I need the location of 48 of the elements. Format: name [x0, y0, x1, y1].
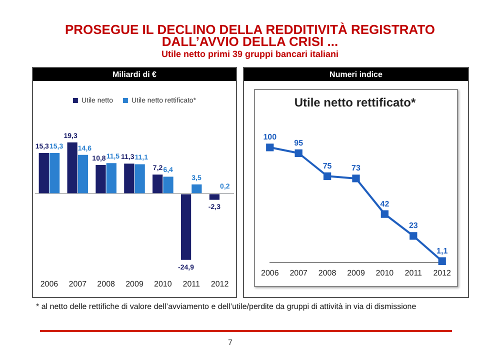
text: Miliardi di € [33, 68, 236, 81]
x-tick-label: 2012 [433, 268, 452, 278]
point [294, 149, 302, 157]
data-label: 1,1 [436, 246, 448, 256]
bar [38, 153, 49, 194]
text: 7 [228, 338, 232, 347]
point [323, 172, 332, 180]
point [352, 174, 360, 182]
x-tick-label: 2010 [154, 279, 172, 288]
x-tick-label: 2008 [97, 279, 116, 288]
bar [209, 194, 220, 200]
bar [106, 163, 116, 194]
data-label: 23 [408, 221, 418, 230]
chart-title: PROSEGUE IL DECLINO DELLA REDDITIVITÀ REGISTRATO DALL’AVVIO DELLA CRISI ... [64, 22, 436, 49]
x-tick-label: 2006 [40, 279, 59, 288]
bar [67, 142, 78, 194]
bar [96, 165, 106, 194]
point [380, 210, 389, 218]
text: Numeri indice [244, 68, 468, 81]
chart-subtitle: Utile netto primi 39 gruppi bancari italiani [160, 49, 340, 59]
x-tick-label: 2007 [68, 279, 88, 288]
point [266, 144, 274, 152]
x-tick-label: 2007 [290, 268, 308, 278]
x-tick-label: 2011 [404, 268, 423, 278]
point [410, 232, 418, 240]
point [438, 257, 446, 265]
bar [192, 184, 202, 194]
bar [78, 154, 88, 194]
data-label: 95 [294, 138, 304, 148]
bar [152, 174, 163, 194]
x-tick-label: 2008 [318, 268, 337, 278]
bar [163, 176, 174, 194]
x-tick-label: 2009 [347, 268, 366, 278]
text: * al netto delle rettifiche di valore dell’avviamento e dell’utile/perdite da gruppi di attività in via di dismissione [36, 302, 418, 312]
chart-title: Utile netto rettificato* [294, 96, 416, 110]
data-label: 100 [263, 132, 278, 142]
data-label: 42 [380, 199, 390, 208]
data-label: 75 [322, 161, 332, 170]
bar [134, 164, 145, 194]
bar [124, 164, 134, 194]
bar [180, 194, 192, 260]
x-tick-label: 2006 [261, 268, 280, 278]
x-tick-label: 2011 [182, 279, 201, 288]
x-tick-label: 2009 [126, 279, 144, 288]
data-label: 73 [352, 164, 361, 173]
x-tick-label: 2012 [210, 279, 230, 288]
bar [49, 153, 60, 194]
x-tick-label: 2010 [376, 268, 394, 278]
